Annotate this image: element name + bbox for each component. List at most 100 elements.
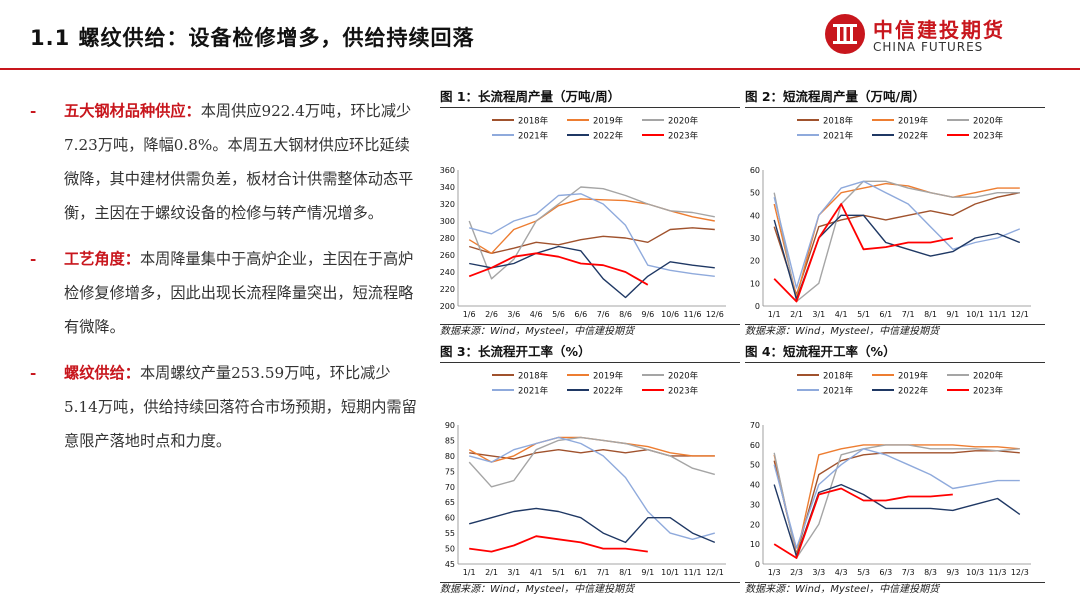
chart-title-rule (440, 107, 740, 108)
bullet-lead: 工艺角度： (64, 250, 140, 268)
x-tick-label: 8/1 (619, 568, 632, 577)
legend-label: 2021年 (823, 131, 854, 142)
legend-label: 2021年 (518, 386, 549, 397)
legend-label: 2020年 (973, 371, 1004, 382)
y-tick-label: 360 (440, 166, 455, 175)
x-tick-label: 1/1 (768, 310, 781, 319)
series-line (773, 444, 1020, 559)
bullet-lead: 五大钢材品种供应： (64, 102, 201, 120)
chart-long-process-output: 2018年 2019年 2020年 2021年 2022年 2023年 200 220 240 2… (440, 116, 726, 319)
page-header: 1.1 螺纹供给：设备检修增多，供给持续回落 中信建投期货 CHINA FUTU… (0, 0, 1080, 70)
chart-panel: 图 2：短流程周产量（万吨/周） 2018年 2019年 2020年 2021年 202… (745, 87, 1045, 338)
y-tick-label: 20 (750, 257, 760, 266)
citic-logo-icon (825, 14, 865, 54)
series-line (469, 193, 715, 277)
y-tick-label: 280 (440, 234, 455, 243)
chart-title: 图 1：长流程周产量（万吨/周） (440, 89, 621, 104)
y-tick-label: 50 (750, 461, 760, 470)
x-tick-label: 8/1 (924, 310, 937, 319)
series-line (773, 487, 953, 559)
x-tick-label: 4/1 (835, 310, 848, 319)
y-tick-label: 80 (445, 452, 455, 461)
chart-title-rule (745, 107, 1045, 108)
x-tick-label: 9/6 (641, 310, 654, 319)
bullet-dash: - (30, 364, 37, 382)
chart-title: 图 3：长流程开工率（%） (440, 344, 591, 359)
series-line (773, 203, 953, 303)
page-title: 1.1 螺纹供给：设备检修增多，供给持续回落 (30, 26, 475, 50)
y-tick-label: 320 (440, 200, 455, 209)
x-tick-label: 6/1 (574, 568, 587, 577)
y-tick-label: 0 (755, 560, 760, 569)
x-tick-label: 10/1 (966, 310, 984, 319)
legend-label: 2020年 (668, 116, 699, 127)
y-tick-label: 300 (440, 217, 455, 226)
y-tick-label: 0 (755, 302, 760, 311)
legend-label: 2018年 (518, 371, 549, 382)
x-tick-label: 1/1 (463, 568, 476, 577)
x-tick-label: 12/6 (706, 310, 724, 319)
bullet-text: 本周供应922.4万吨，环比减少7.23万吨，降幅0.8%。本周五大钢材供应环比… (64, 102, 414, 222)
bullet-item: - 五大钢材品种供应：本周供应922.4万吨，环比减少7.23万吨，降幅0.8%… (30, 94, 420, 230)
x-tick-label: 5/3 (857, 568, 870, 577)
legend-label: 2018年 (518, 116, 549, 127)
x-tick-label: 7/6 (597, 310, 610, 319)
series-line (773, 180, 1020, 303)
y-tick-label: 30 (750, 234, 760, 243)
x-tick-label: 8/3 (924, 568, 937, 577)
series-line (469, 436, 715, 541)
x-tick-label: 10/3 (966, 568, 984, 577)
x-tick-label: 12/1 (706, 568, 724, 577)
y-tick-label: 75 (445, 467, 455, 476)
legend-label: 2022年 (593, 386, 624, 397)
bullet-dash: - (30, 102, 37, 120)
legend-label: 2020年 (668, 371, 699, 382)
chart-source: 数据来源：Wind，Mysteel，中信建投期货 (440, 324, 740, 338)
series-line (773, 180, 1021, 289)
legend-label: 2023年 (973, 131, 1004, 142)
y-tick-label: 65 (445, 498, 455, 507)
x-tick-label: 11/1 (989, 310, 1007, 319)
legend-label: 2019年 (898, 116, 929, 127)
y-tick-label: 60 (750, 441, 760, 450)
x-tick-label: 2/3 (790, 568, 803, 577)
legend-label: 2022年 (593, 131, 624, 142)
series-line (468, 252, 649, 286)
legend-label: 2018年 (823, 116, 854, 127)
y-tick-label: 20 (750, 520, 760, 529)
y-tick-label: 60 (750, 166, 760, 175)
y-tick-label: 260 (440, 251, 455, 260)
series-line (773, 214, 1021, 300)
y-tick-label: 85 (445, 436, 455, 445)
y-tick-label: 40 (750, 211, 760, 220)
y-tick-label: 240 (440, 268, 455, 277)
chart-short-process-utilization: 2018年 2019年 2020年 2021年 2022年 2023年 0 10 20 30 40 5… (750, 371, 1031, 577)
y-tick-label: 45 (445, 560, 455, 569)
series-line (773, 448, 1020, 549)
x-tick-label: 2/6 (485, 310, 498, 319)
x-tick-label: 3/1 (507, 568, 520, 577)
chart-panel: 图 4：短流程开工率（%） 2018年 2019年 2020年 2021年 2022年 2… (745, 342, 1045, 596)
x-tick-label: 3/6 (507, 310, 520, 319)
x-tick-label: 4/3 (835, 568, 848, 577)
legend-label: 2022年 (898, 386, 929, 397)
x-tick-label: 7/1 (597, 568, 610, 577)
bullet-item: - 螺纹供给：本周螺纹产量253.59万吨，环比减少5.14万吨，供给持续回落符… (30, 356, 420, 458)
bullet-text: 本周降量集中于高炉企业，主因在于高炉检修复修增多，因此出现长流程降量突出，短流程… (64, 250, 414, 336)
x-tick-label: 4/1 (530, 568, 543, 577)
x-tick-label: 2/1 (485, 568, 498, 577)
x-tick-label: 9/1 (946, 310, 959, 319)
series-line (773, 483, 1021, 557)
bullet-item: - 工艺角度：本周降量集中于高炉企业，主因在于高炉检修复修增多，因此出现长流程降… (30, 242, 420, 344)
x-tick-label: 9/1 (641, 568, 654, 577)
bullet-lead: 螺纹供给： (64, 364, 140, 382)
legend-label: 2022年 (898, 131, 929, 142)
series-line (773, 450, 1020, 555)
y-tick-label: 30 (750, 500, 760, 509)
x-tick-label: 9/3 (946, 568, 959, 577)
series-line (773, 192, 1020, 296)
x-tick-label: 12/1 (1011, 310, 1029, 319)
x-tick-label: 3/3 (812, 568, 825, 577)
legend-label: 2023年 (668, 131, 699, 142)
legend-label: 2019年 (593, 371, 624, 382)
